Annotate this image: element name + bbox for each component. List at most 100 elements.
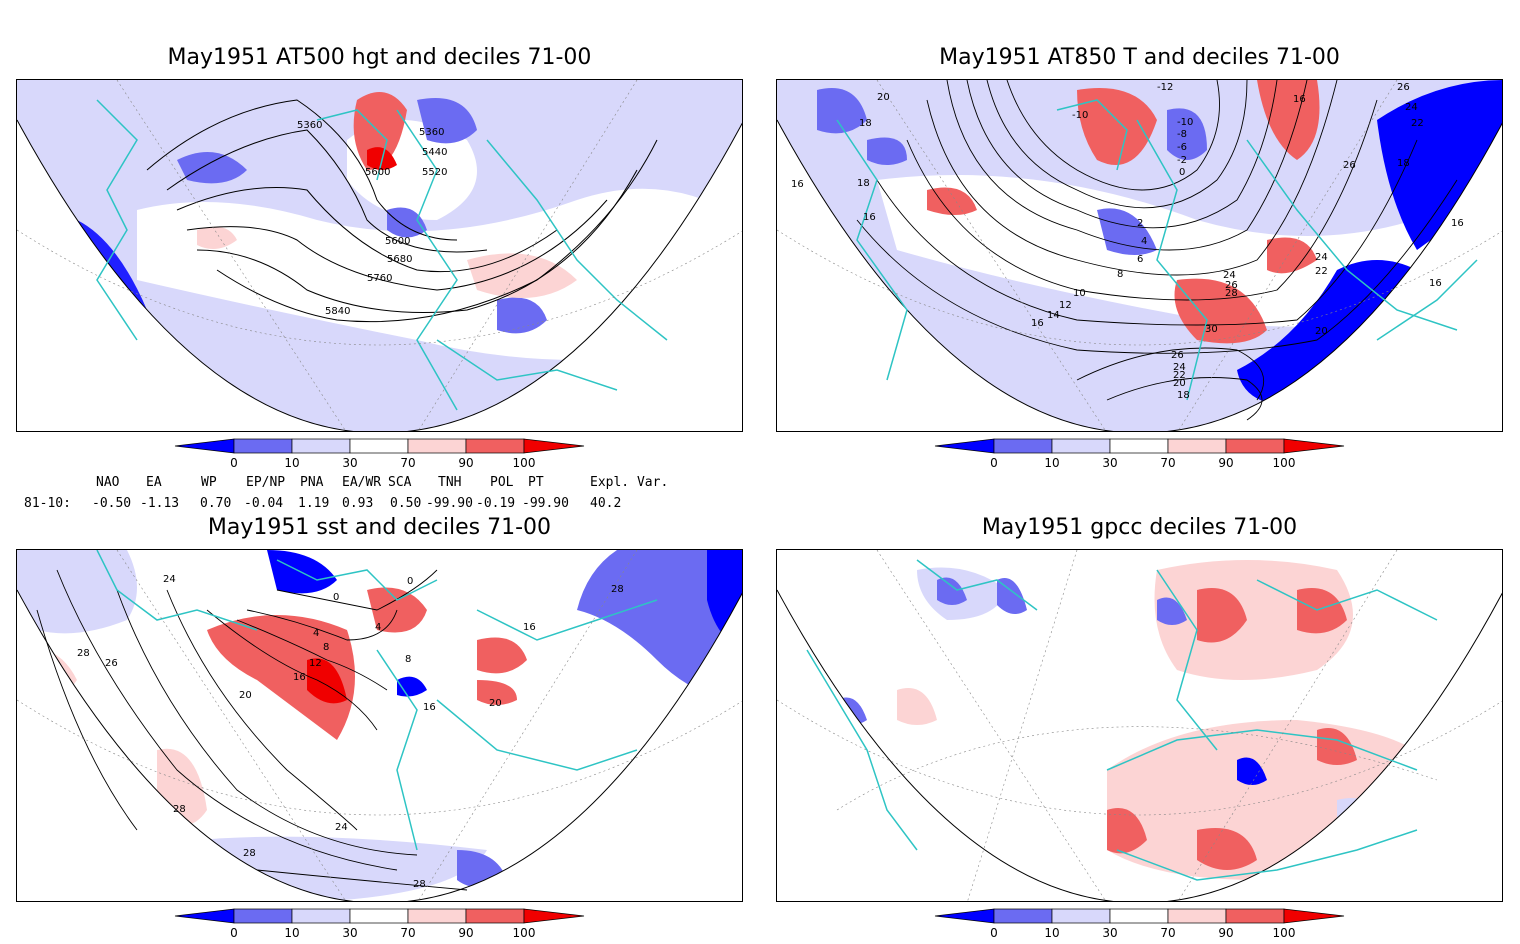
contour-label: 0 <box>1179 167 1185 178</box>
contour-label: 24 <box>1173 362 1186 373</box>
contour-label: -2 <box>1177 155 1187 166</box>
contour-label: 26 <box>1343 160 1356 171</box>
colorbar-tick: 0 <box>990 456 998 470</box>
contour-label: 16 <box>1451 218 1464 229</box>
contour-label: 5680 <box>387 254 412 265</box>
panel-title-gpcc: May1951 gpcc deciles 71-00 <box>981 515 1298 540</box>
indices-value-row: 81-10: -0.50 -1.13 0.70 -0.04 1.19 0.93 … <box>0 496 700 512</box>
colorbar-segment <box>465 908 525 924</box>
colorbar-tick: 100 <box>1273 456 1296 470</box>
index-value: -99.90 <box>522 496 569 511</box>
panel-title-sst: May1951 sst and deciles 71-00 <box>207 515 552 540</box>
colorbar-segment <box>993 438 1053 454</box>
colorbar-tick: 30 <box>1102 456 1117 470</box>
colorbar-tick: 30 <box>342 456 357 470</box>
contour-label: 8 <box>1117 269 1123 280</box>
contour-label: 24 <box>163 574 176 585</box>
map-panel-gpcc <box>776 549 1503 902</box>
contour-label: 16 <box>1293 94 1306 105</box>
contour-label: -10 <box>1177 117 1193 128</box>
colorbar-tick: 100 <box>513 456 536 470</box>
index-value: 0.93 <box>342 496 374 511</box>
contour-label: 12 <box>1059 300 1072 311</box>
panel-title-hgt: May1951 AT500 hgt and deciles 71-00 <box>167 45 592 70</box>
colorbar-hgt: 0 10 30 70 90 100 <box>170 438 590 476</box>
colorbar-segment <box>174 908 235 924</box>
contour-label: 5360 <box>419 127 444 138</box>
colorbar-segment <box>1051 438 1111 454</box>
colorbar-segment <box>1167 438 1227 454</box>
colorbar-tick: 90 <box>458 456 473 470</box>
colorbar-tick: 90 <box>1218 456 1233 470</box>
index-header: Expl. Var. <box>590 475 669 490</box>
colorbar-segment <box>993 908 1053 924</box>
contour-label: -10 <box>1072 110 1088 121</box>
contour-label: 28 <box>173 804 186 815</box>
index-value: 1.19 <box>298 496 330 511</box>
colorbar-segment <box>349 908 409 924</box>
colorbar-tick: 100 <box>1273 926 1296 940</box>
index-header: EP/NP <box>246 475 286 490</box>
colorbar-segment <box>1283 438 1345 454</box>
index-header: EA/WR <box>342 475 382 490</box>
colorbar-segment <box>1109 908 1169 924</box>
contour-label: 20 <box>1315 326 1328 337</box>
contour-label: 28 <box>413 879 426 890</box>
contour-label: 28 <box>77 648 90 659</box>
colorbar-tick: 70 <box>1160 926 1175 940</box>
map-panel-sst: 24 28 26 0 0 4 4 8 12 16 20 8 16 20 16 2… <box>16 549 743 902</box>
contour-label: 26 <box>1225 280 1238 291</box>
colorbar-segment <box>407 438 467 454</box>
contour-label: 18 <box>1397 158 1410 169</box>
colorbar-segment <box>233 908 293 924</box>
contour-label: 28 <box>1225 288 1238 299</box>
colorbar-segment <box>523 908 585 924</box>
colorbar-segment <box>1051 908 1111 924</box>
colorbar-segment <box>465 438 525 454</box>
contour-label: 18 <box>857 178 870 189</box>
index-header: PNA <box>300 475 324 490</box>
colorbar-segment <box>174 438 235 454</box>
contour-label: 6 <box>1137 254 1143 265</box>
contour-label: 20 <box>877 92 890 103</box>
contour-label: 4 <box>375 622 381 633</box>
colorbar-tick: 0 <box>230 926 238 940</box>
contour-label: 24 <box>335 822 348 833</box>
contour-label: 26 <box>105 658 118 669</box>
contour-label: 16 <box>423 702 436 713</box>
contour-label: 22 <box>1411 118 1424 129</box>
index-value: -0.50 <box>92 496 132 511</box>
colorbar-tick: 0 <box>230 456 238 470</box>
colorbar-tick: 70 <box>400 926 415 940</box>
map-panel-t850: -12 20 18 16 18 -10 -10 -8 -6 -2 0 2 4 6… <box>776 79 1503 432</box>
contour-label: 28 <box>611 584 624 595</box>
index-header: SCA <box>388 475 412 490</box>
contour-label: 18 <box>1177 390 1190 401</box>
colorbar-segment <box>349 438 409 454</box>
colorbar-segment <box>1167 908 1227 924</box>
colorbar-gpcc: 0 10 30 70 90 100 <box>930 908 1350 940</box>
contour-label: 22 <box>1315 266 1328 277</box>
contour-label: 18 <box>859 118 872 129</box>
index-header: PT <box>528 475 544 490</box>
colorbar-segment <box>523 438 585 454</box>
contour-label: 16 <box>293 672 306 683</box>
contour-label: 22 <box>1173 370 1186 381</box>
contour-label: 16 <box>791 179 804 190</box>
contour-label: 5360 <box>297 120 322 131</box>
colorbar-segment <box>233 438 293 454</box>
colorbar-tick: 90 <box>458 926 473 940</box>
contour-label: 26 <box>1397 82 1410 93</box>
contour-label: 24 <box>1315 252 1328 263</box>
index-value: -99.90 <box>426 496 473 511</box>
contour-label: 4 <box>313 628 319 639</box>
colorbar-tick: 70 <box>1160 456 1175 470</box>
colorbar-t850: 0 10 30 70 90 100 <box>930 438 1350 476</box>
colorbar-segment <box>407 908 467 924</box>
colorbar-tick: 90 <box>1218 926 1233 940</box>
colorbar-segment <box>1225 438 1285 454</box>
colorbar-tick: 30 <box>342 926 357 940</box>
colorbar-tick: 100 <box>513 926 536 940</box>
contour-label: 16 <box>863 212 876 223</box>
contour-label: -12 <box>1157 82 1173 93</box>
